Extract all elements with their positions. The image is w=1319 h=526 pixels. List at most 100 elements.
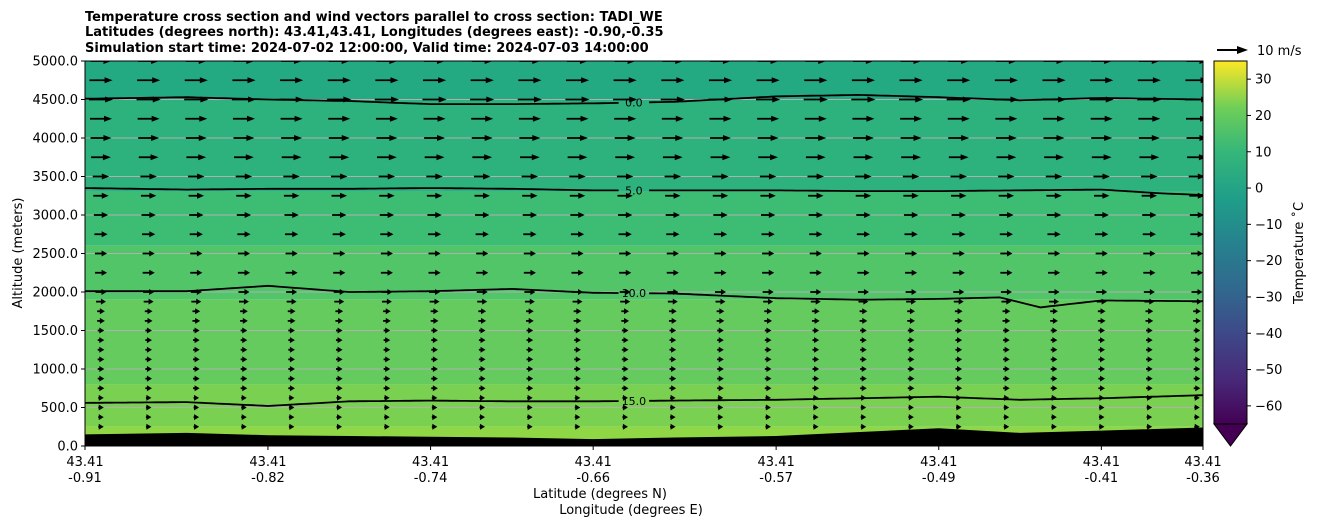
wind-vector <box>97 346 105 353</box>
wind-vector-head <box>1105 96 1114 103</box>
wind-vector <box>431 423 438 430</box>
wind-vector <box>332 231 346 238</box>
wind-vector <box>955 337 963 344</box>
wind-vector-head <box>673 231 680 238</box>
wind-vector-head <box>722 61 731 64</box>
wind-vector-head <box>1102 289 1108 295</box>
wind-vector <box>137 115 160 122</box>
wind-vector-head <box>387 250 393 257</box>
wind-vector-head <box>480 385 486 392</box>
wind-vector <box>1051 394 1057 401</box>
wind-vector <box>566 115 589 122</box>
wind-vector-head <box>912 154 921 161</box>
wind-vector-head <box>1051 394 1057 401</box>
wind-vector-head <box>1056 61 1065 64</box>
wind-vector <box>478 356 486 363</box>
wind-vector-head <box>861 356 867 363</box>
wind-vector <box>1003 327 1010 334</box>
wind-vector <box>184 77 208 84</box>
wind-vector-head <box>294 61 303 64</box>
wind-vector <box>231 96 257 103</box>
wind-vector-head <box>813 423 819 430</box>
wind-vector <box>429 298 440 305</box>
wind-vector-head <box>480 366 486 372</box>
wind-vector <box>668 308 677 315</box>
wind-vector <box>336 404 343 411</box>
wind-vector-head <box>294 115 303 122</box>
wind-vector <box>381 289 393 295</box>
wind-vector <box>142 269 155 276</box>
quiver-key: 10 m/s <box>1217 44 1302 59</box>
wind-vector-head <box>149 269 155 276</box>
wind-vector-head <box>243 298 249 305</box>
wind-vector-head <box>578 192 586 199</box>
wind-vector-head <box>241 423 247 430</box>
wind-vector-head <box>1194 414 1200 421</box>
wind-vector-head <box>149 192 157 199</box>
wind-vector-head <box>1150 231 1156 238</box>
wind-vector-head <box>575 414 581 421</box>
wind-vector-head <box>482 269 489 276</box>
wind-vector <box>900 61 922 64</box>
wind-vector-head <box>1051 414 1057 421</box>
wind-vector <box>288 366 295 372</box>
wind-vector <box>143 289 155 295</box>
wind-vector <box>860 327 867 334</box>
wind-vector-head <box>341 61 350 64</box>
colorbar-tick-label: −30 <box>1255 290 1282 305</box>
wind-vector-head <box>866 77 875 84</box>
wind-vector-head <box>580 115 589 122</box>
wind-vector-head <box>958 298 964 305</box>
wind-vector <box>952 231 966 238</box>
wind-vector <box>1050 366 1058 372</box>
wind-vector-head <box>1057 77 1066 84</box>
wind-vector <box>232 115 255 122</box>
wind-vector <box>618 231 632 238</box>
wind-vector-head <box>625 173 634 180</box>
wind-vector-head <box>528 346 534 353</box>
wind-vector-head <box>575 327 581 334</box>
wind-vector-head <box>909 308 915 315</box>
wind-vector-head <box>578 212 585 218</box>
wind-vector <box>331 173 348 180</box>
wind-vector <box>184 96 209 103</box>
wind-vector <box>1050 385 1058 392</box>
wind-vector-head <box>99 356 105 363</box>
wind-vector-head <box>482 212 490 218</box>
wind-vector <box>430 317 439 324</box>
wind-vector <box>140 192 157 199</box>
wind-vector-head <box>432 337 438 344</box>
wind-vector-head <box>768 289 774 295</box>
wind-vector <box>526 356 534 363</box>
wind-vector-head <box>861 394 867 401</box>
wind-vector <box>328 61 350 64</box>
wind-vector <box>384 404 390 411</box>
wind-vector <box>145 327 152 334</box>
wind-vector <box>235 173 253 180</box>
wind-vector-head <box>1151 61 1160 64</box>
wind-vector-head <box>816 289 822 295</box>
wind-vector <box>190 250 203 257</box>
wind-vector <box>1141 192 1158 199</box>
wind-vector-head <box>289 356 295 363</box>
wind-vector-head <box>959 231 966 238</box>
wind-vector-head <box>913 135 922 141</box>
wind-vector <box>717 375 724 382</box>
wind-vector <box>94 269 108 276</box>
wind-vector <box>955 375 963 382</box>
wind-vector-head <box>1007 192 1015 199</box>
wind-vector <box>193 394 200 401</box>
wind-vector <box>236 192 252 199</box>
wind-vector <box>470 77 494 84</box>
wind-vector <box>670 423 676 430</box>
wind-vector-head <box>337 356 343 363</box>
wind-vector <box>288 337 295 344</box>
wind-vector <box>1003 366 1010 372</box>
wind-vector <box>860 346 867 353</box>
wind-vector-head <box>766 356 772 363</box>
wind-vector <box>1098 404 1105 411</box>
wind-vector-head <box>432 327 438 334</box>
y-tick-label: 4000.0 <box>33 132 79 147</box>
wind-vector-head <box>151 61 160 64</box>
wind-vector-head <box>576 308 582 315</box>
